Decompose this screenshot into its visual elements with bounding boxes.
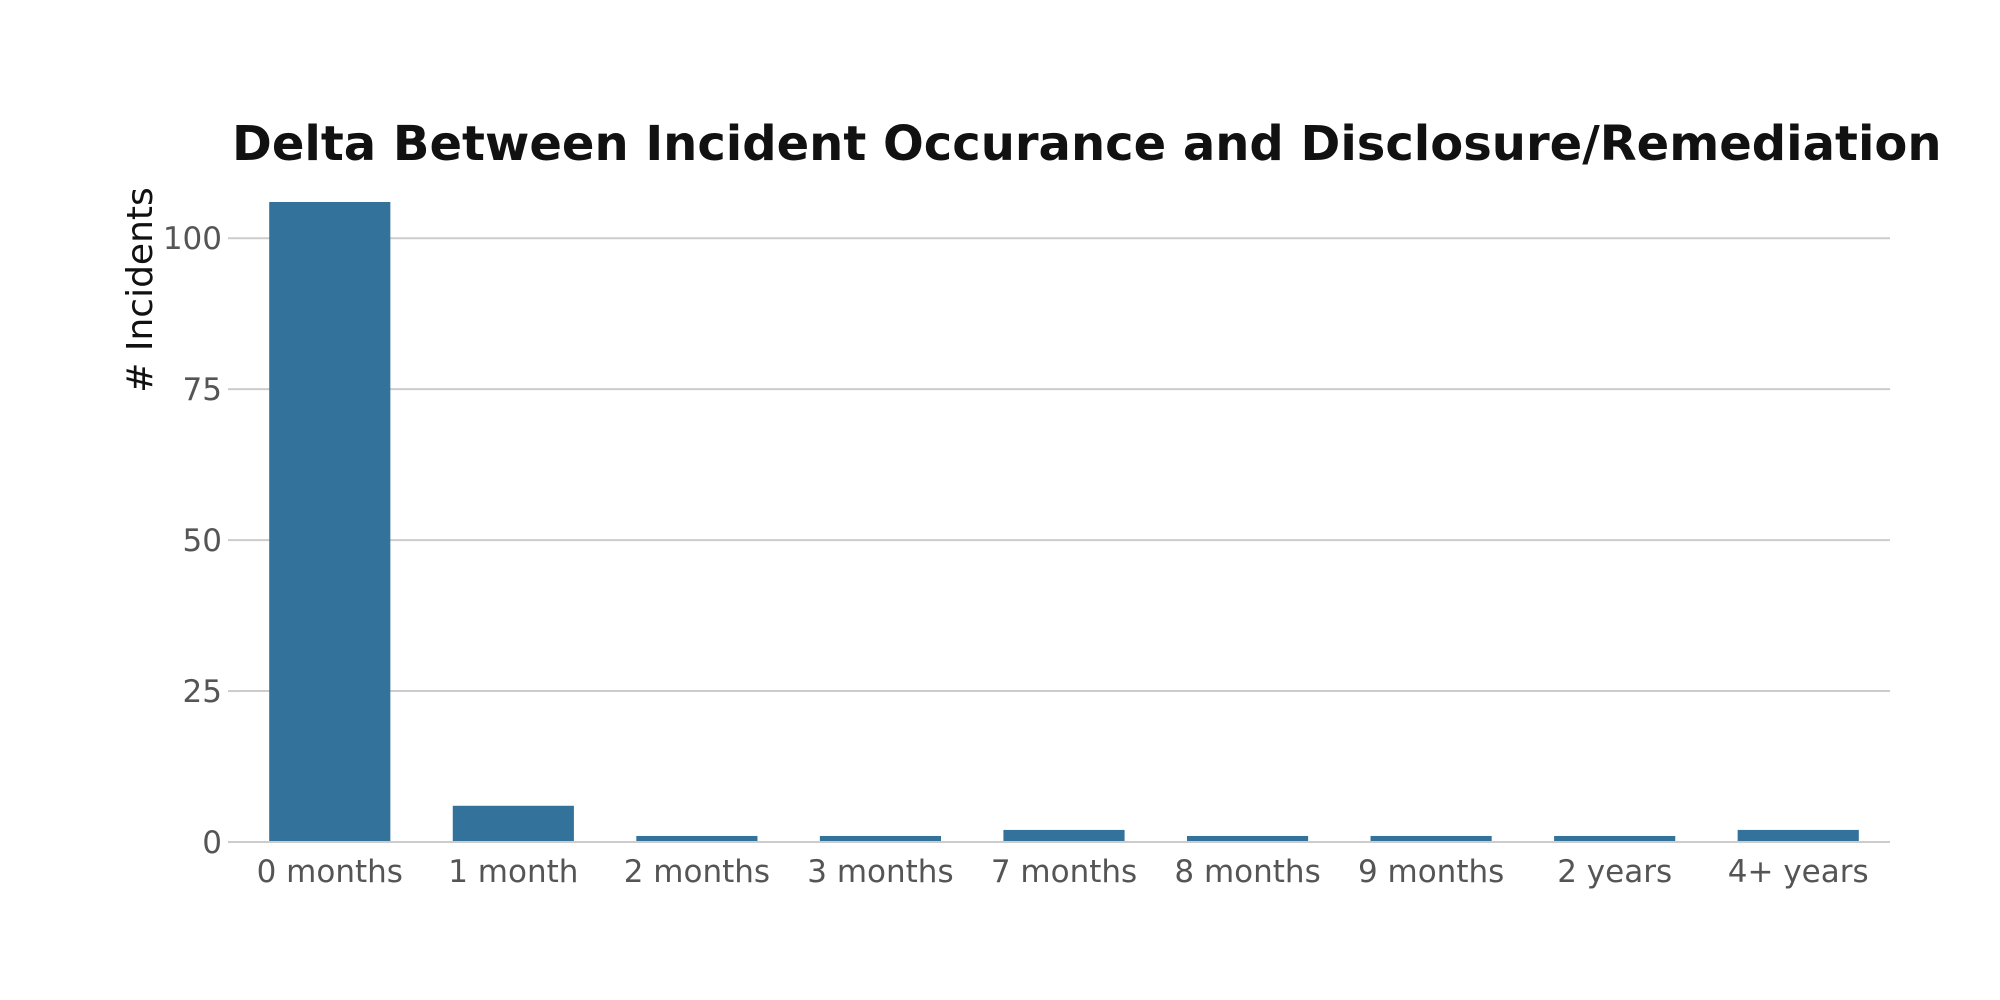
bar-2-months bbox=[636, 835, 758, 842]
y-axis-label: # Incidents bbox=[120, 187, 161, 393]
grid-lines bbox=[238, 237, 1890, 693]
x-tick-label: 3 months bbox=[807, 854, 953, 890]
bar-4-years bbox=[1737, 829, 1859, 842]
axes bbox=[228, 237, 1890, 843]
bar-3-months bbox=[819, 835, 942, 842]
x-tick-label: 4+ years bbox=[1728, 854, 1869, 890]
chart-title: Delta Between Incident Occurance and Dis… bbox=[232, 116, 1942, 172]
x-tick-label: 2 months bbox=[624, 854, 770, 890]
x-tick-label: 2 years bbox=[1557, 854, 1672, 890]
bar-9-months bbox=[1370, 835, 1492, 842]
bar-1-month bbox=[452, 805, 574, 842]
x-tick-label: 9 months bbox=[1358, 854, 1504, 890]
bars bbox=[269, 202, 1859, 842]
y-tick-label: 25 bbox=[183, 674, 222, 710]
y-tick-label: 75 bbox=[183, 372, 222, 408]
bar-2-years bbox=[1554, 835, 1676, 842]
y-tick-label: 0 bbox=[202, 825, 222, 861]
x-tick-label: 0 months bbox=[257, 854, 403, 890]
x-tick-label: 8 months bbox=[1174, 854, 1320, 890]
x-tick-label: 7 months bbox=[991, 854, 1137, 890]
bar-0-months bbox=[269, 202, 391, 842]
y-tick-label: 100 bbox=[163, 221, 222, 257]
y-tick-label: 50 bbox=[183, 523, 222, 559]
x-tick-label: 1 month bbox=[448, 854, 578, 890]
tick-labels: 0 25 50 75 100 0 months 1 month 2 months 3 month… bbox=[163, 221, 1869, 890]
bar-8-months bbox=[1186, 835, 1309, 842]
bar-7-months bbox=[1003, 829, 1125, 842]
